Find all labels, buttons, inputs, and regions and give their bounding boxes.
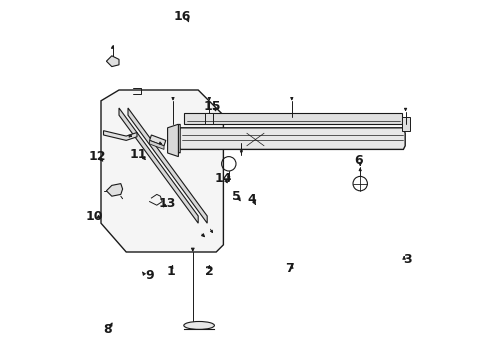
Bar — [247, 133, 264, 146]
Text: 15: 15 — [204, 100, 221, 113]
Polygon shape — [106, 184, 122, 196]
Text: 1: 1 — [167, 265, 175, 278]
Ellipse shape — [184, 321, 215, 329]
Polygon shape — [178, 128, 405, 149]
Text: 2: 2 — [205, 265, 213, 278]
Polygon shape — [171, 124, 180, 153]
Text: 3: 3 — [403, 253, 411, 266]
Text: 5: 5 — [232, 190, 241, 203]
Text: 9: 9 — [146, 269, 154, 282]
Text: 7: 7 — [286, 262, 294, 275]
Polygon shape — [149, 140, 164, 149]
Text: 14: 14 — [215, 172, 232, 185]
Polygon shape — [184, 113, 402, 124]
Polygon shape — [103, 131, 137, 140]
Text: 6: 6 — [354, 154, 363, 167]
Text: 10: 10 — [86, 210, 103, 222]
Bar — [205, 113, 213, 124]
Polygon shape — [128, 108, 207, 223]
Polygon shape — [168, 124, 178, 157]
Text: 11: 11 — [130, 148, 147, 161]
Text: 13: 13 — [159, 197, 176, 210]
Polygon shape — [149, 135, 166, 146]
Polygon shape — [119, 108, 198, 223]
Text: 8: 8 — [103, 323, 112, 336]
Text: 16: 16 — [173, 10, 191, 23]
Polygon shape — [106, 56, 119, 67]
Text: 4: 4 — [248, 193, 257, 206]
Bar — [402, 117, 410, 131]
Text: 12: 12 — [89, 150, 106, 163]
Polygon shape — [101, 90, 223, 252]
